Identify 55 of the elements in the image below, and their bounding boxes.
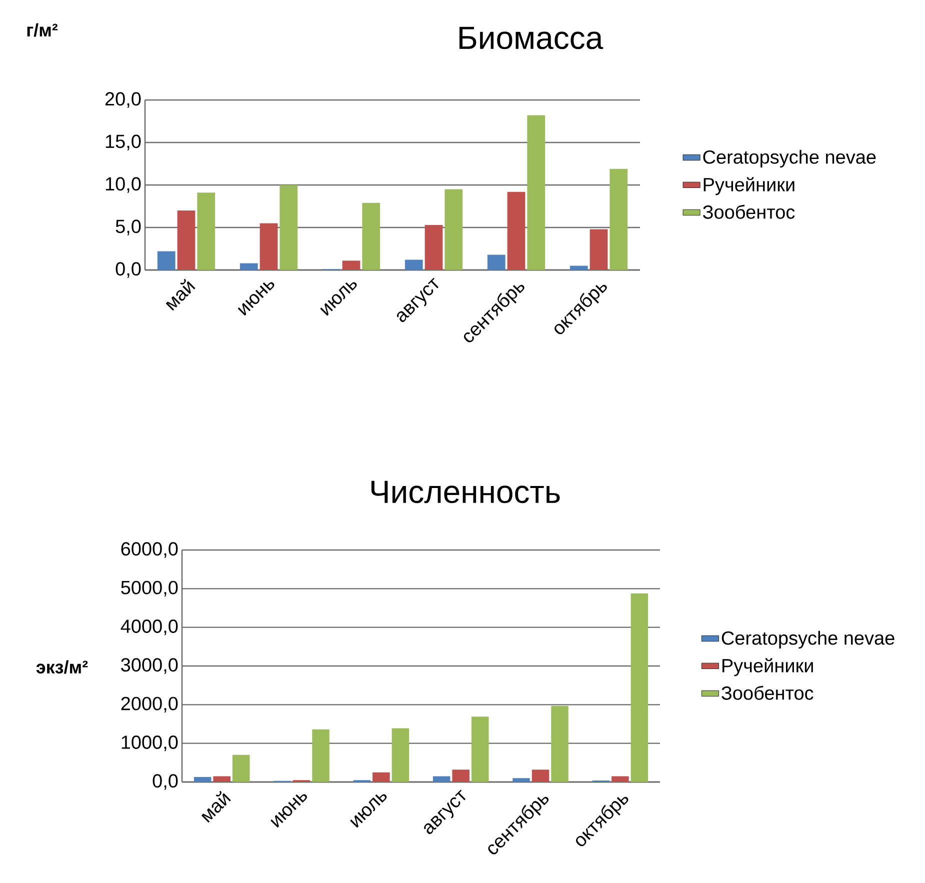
bar: [551, 706, 568, 782]
legend-label: Ручейники: [704, 177, 794, 196]
chart-title: Численность: [371, 480, 560, 504]
x-tick-label: май: [166, 278, 196, 311]
bar: [507, 192, 526, 270]
bar: [512, 778, 530, 782]
bar: [424, 224, 443, 270]
bar: [232, 754, 250, 782]
bar: [197, 192, 216, 270]
y-tick-label: 10,0: [106, 177, 141, 193]
y-axis-title: экз/м²: [36, 660, 88, 674]
bar: [392, 728, 410, 782]
bar: [194, 776, 212, 782]
bar: [590, 229, 608, 270]
bar: [444, 189, 463, 270]
bar: [177, 210, 196, 270]
bar: [342, 260, 360, 270]
bar: [362, 202, 380, 270]
y-tick-label: 4000,0: [120, 619, 178, 636]
x-tick-label: май: [201, 790, 231, 823]
bar: [570, 266, 588, 270]
y-axis-title: г/м²: [27, 23, 58, 37]
y-tick-label: 0,0: [152, 774, 178, 790]
bar: [240, 263, 258, 270]
bar: [312, 729, 330, 782]
bar: [610, 168, 628, 270]
y-tick-label: 15,0: [106, 134, 141, 150]
y-tick-label: 6000,0: [121, 542, 178, 558]
legend-label: Зообентос: [702, 204, 795, 219]
bar: [630, 593, 648, 782]
legend-label: Зообентос: [722, 686, 814, 700]
legend-label: Ceratopsyche nevae: [703, 150, 876, 168]
bar: [404, 260, 423, 270]
y-tick-label: 1000,0: [122, 735, 178, 752]
y-tick-label: 2000,0: [121, 696, 178, 713]
y-tick-label: 20,0: [105, 92, 141, 108]
bar: [213, 776, 230, 782]
legend-label: Ceratopsyche nevae: [722, 630, 894, 649]
bar: [452, 770, 470, 782]
bar: [532, 770, 550, 782]
y-tick-label: 3000,0: [121, 658, 178, 674]
bar: [527, 115, 546, 270]
bar: [280, 184, 298, 270]
bar: [372, 772, 390, 782]
chart-title: Биомасса: [459, 26, 604, 50]
bar: [432, 776, 450, 782]
y-tick-label: 0,0: [116, 262, 141, 278]
bar: [260, 223, 278, 270]
y-tick-label: 5000,0: [121, 580, 178, 597]
bar: [612, 776, 629, 782]
bar: [157, 251, 176, 270]
bar: [487, 254, 506, 270]
y-tick-label: 5,0: [116, 220, 141, 236]
bar: [471, 716, 489, 782]
legend-label: Ручейники: [722, 658, 813, 676]
